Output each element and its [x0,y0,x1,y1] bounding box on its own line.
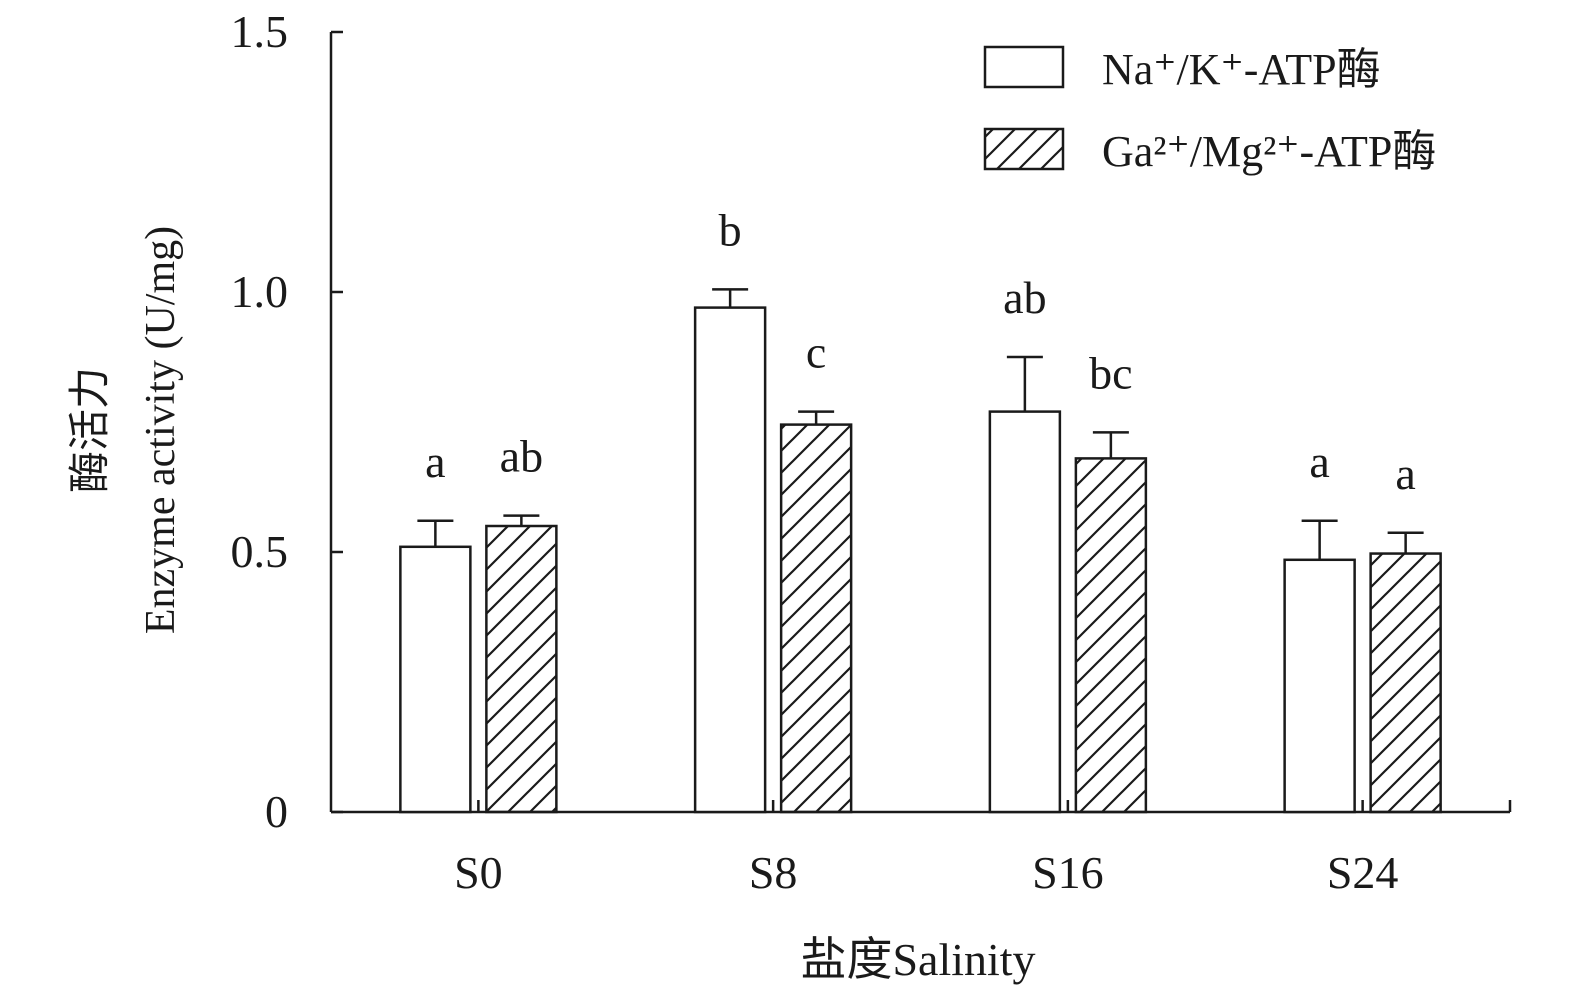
bar [399,545,472,814]
bar [1283,558,1356,814]
x-tick-label: S24 [1327,847,1399,898]
x-tick-label: S8 [749,847,798,898]
bar [779,423,853,814]
significance-letter: bc [1089,347,1132,398]
legend-swatch-ga-mg [983,127,1065,171]
legend-label-ga-mg: Ga²⁺/Mg²⁺-ATP酶 [1102,127,1436,176]
y-tick-label: 1.0 [231,266,289,317]
y-tick-label: 0 [265,786,288,837]
significance-letter: c [806,327,826,378]
y-axis-title-line2: Enzyme activity (U/mg) [138,226,184,634]
legend-label-na-k: Na⁺/K⁺-ATP酶 [1102,45,1381,94]
bar [485,524,558,814]
bar [1369,552,1442,814]
legend: Na⁺/K⁺-ATP酶 Ga²⁺/Mg²⁺-ATP酶 [983,45,1436,176]
x-axis-title: 盐度Salinity [800,934,1035,985]
significance-letter: a [1309,436,1329,487]
y-axis-title-line1: 酶活力 [68,367,114,493]
significance-letter: b [719,204,742,255]
x-tick-label: S0 [454,847,503,898]
bar [693,306,767,814]
significance-letter: ab [500,431,543,482]
bar [988,410,1062,814]
y-tick-label: 1.5 [231,6,289,57]
significance-letter: a [1395,448,1415,499]
significance-letter: ab [1003,272,1046,323]
legend-swatch-na-k [983,45,1065,89]
bar [1074,457,1148,814]
x-tick-label: S16 [1032,847,1104,898]
significance-letter: a [425,436,445,487]
y-tick-label: 0.5 [231,526,289,577]
